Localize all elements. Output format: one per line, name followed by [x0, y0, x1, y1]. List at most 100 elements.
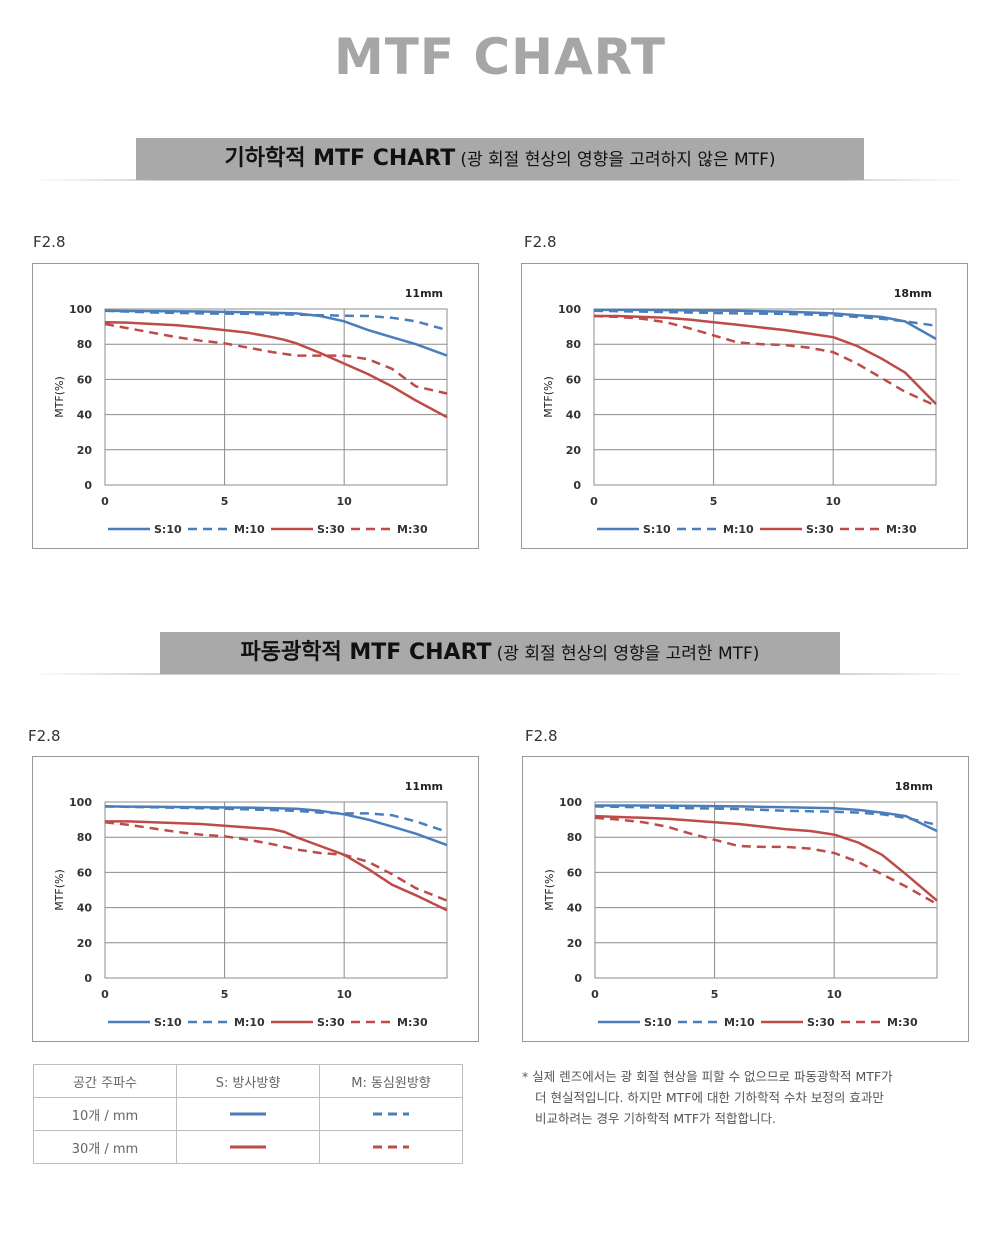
legend-line-s30 [176, 1130, 320, 1164]
legend-solid-line [230, 1112, 266, 1115]
legend-header-sagittal: S: 방사방향 [176, 1064, 320, 1098]
series-line-m-30 [104, 820, 448, 902]
series-line-s-10 [104, 805, 448, 847]
legend-label: M:10 [724, 1016, 755, 1029]
mtf-chart-svg: 0 20 40 60 80 100 0 5 10 MTF(%) 11mm S:10 M:10 S:30 M:… [53, 780, 448, 1029]
y-tick-label: 100 [559, 796, 582, 809]
plot-border [593, 308, 937, 486]
mtf-chart-svg: 0 20 40 60 80 100 0 5 10 MTF(%) 18mm S:10 M:10 S:30 M:… [542, 287, 937, 536]
legend-label: M:30 [397, 523, 428, 536]
y-tick-label: 80 [567, 831, 583, 844]
y-tick-label: 20 [77, 444, 93, 457]
x-tick-label: 0 [101, 988, 109, 1001]
footnote: * 실제 렌즈에서는 광 회절 현상을 피할 수 없으므로 파동광학적 MTF가… [522, 1066, 962, 1129]
legend-dashed-line [373, 1112, 409, 1115]
legend-label: M:30 [397, 1016, 428, 1029]
legend-label: S:10 [154, 1016, 182, 1029]
legend-label: S:30 [317, 1016, 345, 1029]
mtf-chart-svg: 0 20 40 60 80 100 0 5 10 MTF(%) 18mm S:10 M:10 S:30 M:… [543, 780, 938, 1029]
chart-title: 11mm [405, 780, 443, 793]
y-axis-label: MTF(%) [542, 376, 555, 418]
legend-row-label: 10개 / mm [33, 1097, 177, 1131]
aperture-label: F2.8 [524, 233, 557, 251]
aperture-label: F2.8 [28, 727, 61, 745]
x-tick-label: 10 [827, 988, 843, 1001]
x-tick-label: 5 [711, 988, 719, 1001]
section-title: 파동광학적 MTF CHART [240, 640, 492, 665]
x-tick-label: 5 [221, 495, 229, 508]
x-tick-label: 5 [221, 988, 229, 1001]
legend-header-frequency: 공간 주파수 [33, 1064, 177, 1098]
legend-label: S:30 [317, 523, 345, 536]
y-tick-label: 0 [574, 972, 582, 985]
y-tick-label: 40 [77, 902, 93, 915]
mtf-chart: 0 20 40 60 80 100 0 5 10 MTF(%) 18mm S:10 M:10 S:30 M:… [521, 263, 968, 549]
mtf-chart: 0 20 40 60 80 100 0 5 10 MTF(%) 18mm S:10 M:10 S:30 M:… [522, 756, 969, 1042]
series-line-s-10 [595, 804, 938, 833]
section-title: 기하학적 MTF CHART [224, 146, 456, 171]
legend-label: M:10 [234, 523, 265, 536]
y-tick-label: 40 [567, 902, 583, 915]
y-axis-label: MTF(%) [543, 869, 556, 911]
legend-line-m10 [319, 1097, 463, 1131]
y-tick-label: 100 [69, 303, 92, 316]
legend-label: M:10 [723, 523, 754, 536]
x-tick-label: 0 [591, 988, 599, 1001]
x-tick-label: 10 [337, 495, 353, 508]
y-tick-label: 20 [77, 937, 93, 950]
aperture-label: F2.8 [525, 727, 558, 745]
legend-label: M:30 [886, 523, 917, 536]
chart-title: 11mm [405, 287, 443, 300]
series-line-s-30 [594, 814, 938, 902]
x-tick-label: 10 [337, 988, 353, 1001]
series-line-m-30 [594, 816, 938, 906]
legend-row-label: 30개 / mm [33, 1130, 177, 1164]
y-tick-label: 80 [77, 338, 93, 351]
series-line-m-10 [104, 805, 448, 834]
plot-border [594, 801, 938, 979]
legend-line-s10 [176, 1097, 320, 1131]
legend-header-meridional: M: 동심원방향 [319, 1064, 463, 1098]
y-tick-label: 100 [558, 303, 581, 316]
mtf-chart: 0 20 40 60 80 100 0 5 10 MTF(%) 11mm S:10 M:10 S:30 M:… [32, 263, 479, 549]
legend-label: S:10 [643, 523, 671, 536]
section-banner: 기하학적 MTF CHART (광 회절 현상의 영향을 고려하지 않은 MTF… [136, 138, 864, 180]
series-line-m-30 [593, 314, 937, 407]
legend-label: S:30 [807, 1016, 835, 1029]
y-tick-label: 0 [573, 479, 581, 492]
legend-dashed-line [373, 1145, 409, 1148]
section-divider [30, 673, 970, 675]
series-line-m-30 [104, 322, 448, 395]
page-title: MTF CHART [333, 28, 667, 86]
chart-title: 18mm [894, 287, 932, 300]
legend-line-m30 [319, 1130, 463, 1164]
footnote-line: 더 현실적입니다. 하지만 MTF에 대한 기하학적 수차 보정의 효과만 [535, 1090, 884, 1105]
legend-label: M:30 [887, 1016, 918, 1029]
series-line-s-10 [594, 308, 937, 340]
series-line-s-30 [105, 820, 448, 912]
y-axis-label: MTF(%) [53, 376, 66, 418]
y-tick-label: 60 [566, 373, 582, 386]
section-divider [30, 179, 970, 181]
y-tick-label: 0 [84, 972, 92, 985]
series-line-m-10 [594, 805, 938, 827]
legend-label: M:10 [234, 1016, 265, 1029]
y-tick-label: 60 [77, 866, 93, 879]
x-tick-label: 0 [590, 495, 598, 508]
y-tick-label: 40 [77, 409, 93, 422]
y-tick-label: 20 [567, 937, 583, 950]
legend-label: S:10 [154, 523, 182, 536]
section-subtitle: (광 회절 현상의 영향을 고려한 MTF) [496, 644, 760, 664]
y-tick-label: 40 [566, 409, 582, 422]
aperture-label: F2.8 [33, 233, 66, 251]
footnote-line: 비교하려는 경우 기하학적 MTF가 적합합니다. [535, 1111, 776, 1126]
series-line-m-10 [593, 309, 937, 327]
chart-title: 18mm [895, 780, 933, 793]
x-tick-label: 0 [101, 495, 109, 508]
y-tick-label: 100 [69, 796, 92, 809]
y-tick-label: 20 [566, 444, 582, 457]
series-line-m-10 [104, 309, 448, 332]
y-tick-label: 80 [77, 831, 93, 844]
mtf-chart: 0 20 40 60 80 100 0 5 10 MTF(%) 11mm S:10 M:10 S:30 M:… [32, 756, 479, 1042]
section-subtitle: (광 회절 현상의 영향을 고려하지 않은 MTF) [460, 150, 776, 170]
